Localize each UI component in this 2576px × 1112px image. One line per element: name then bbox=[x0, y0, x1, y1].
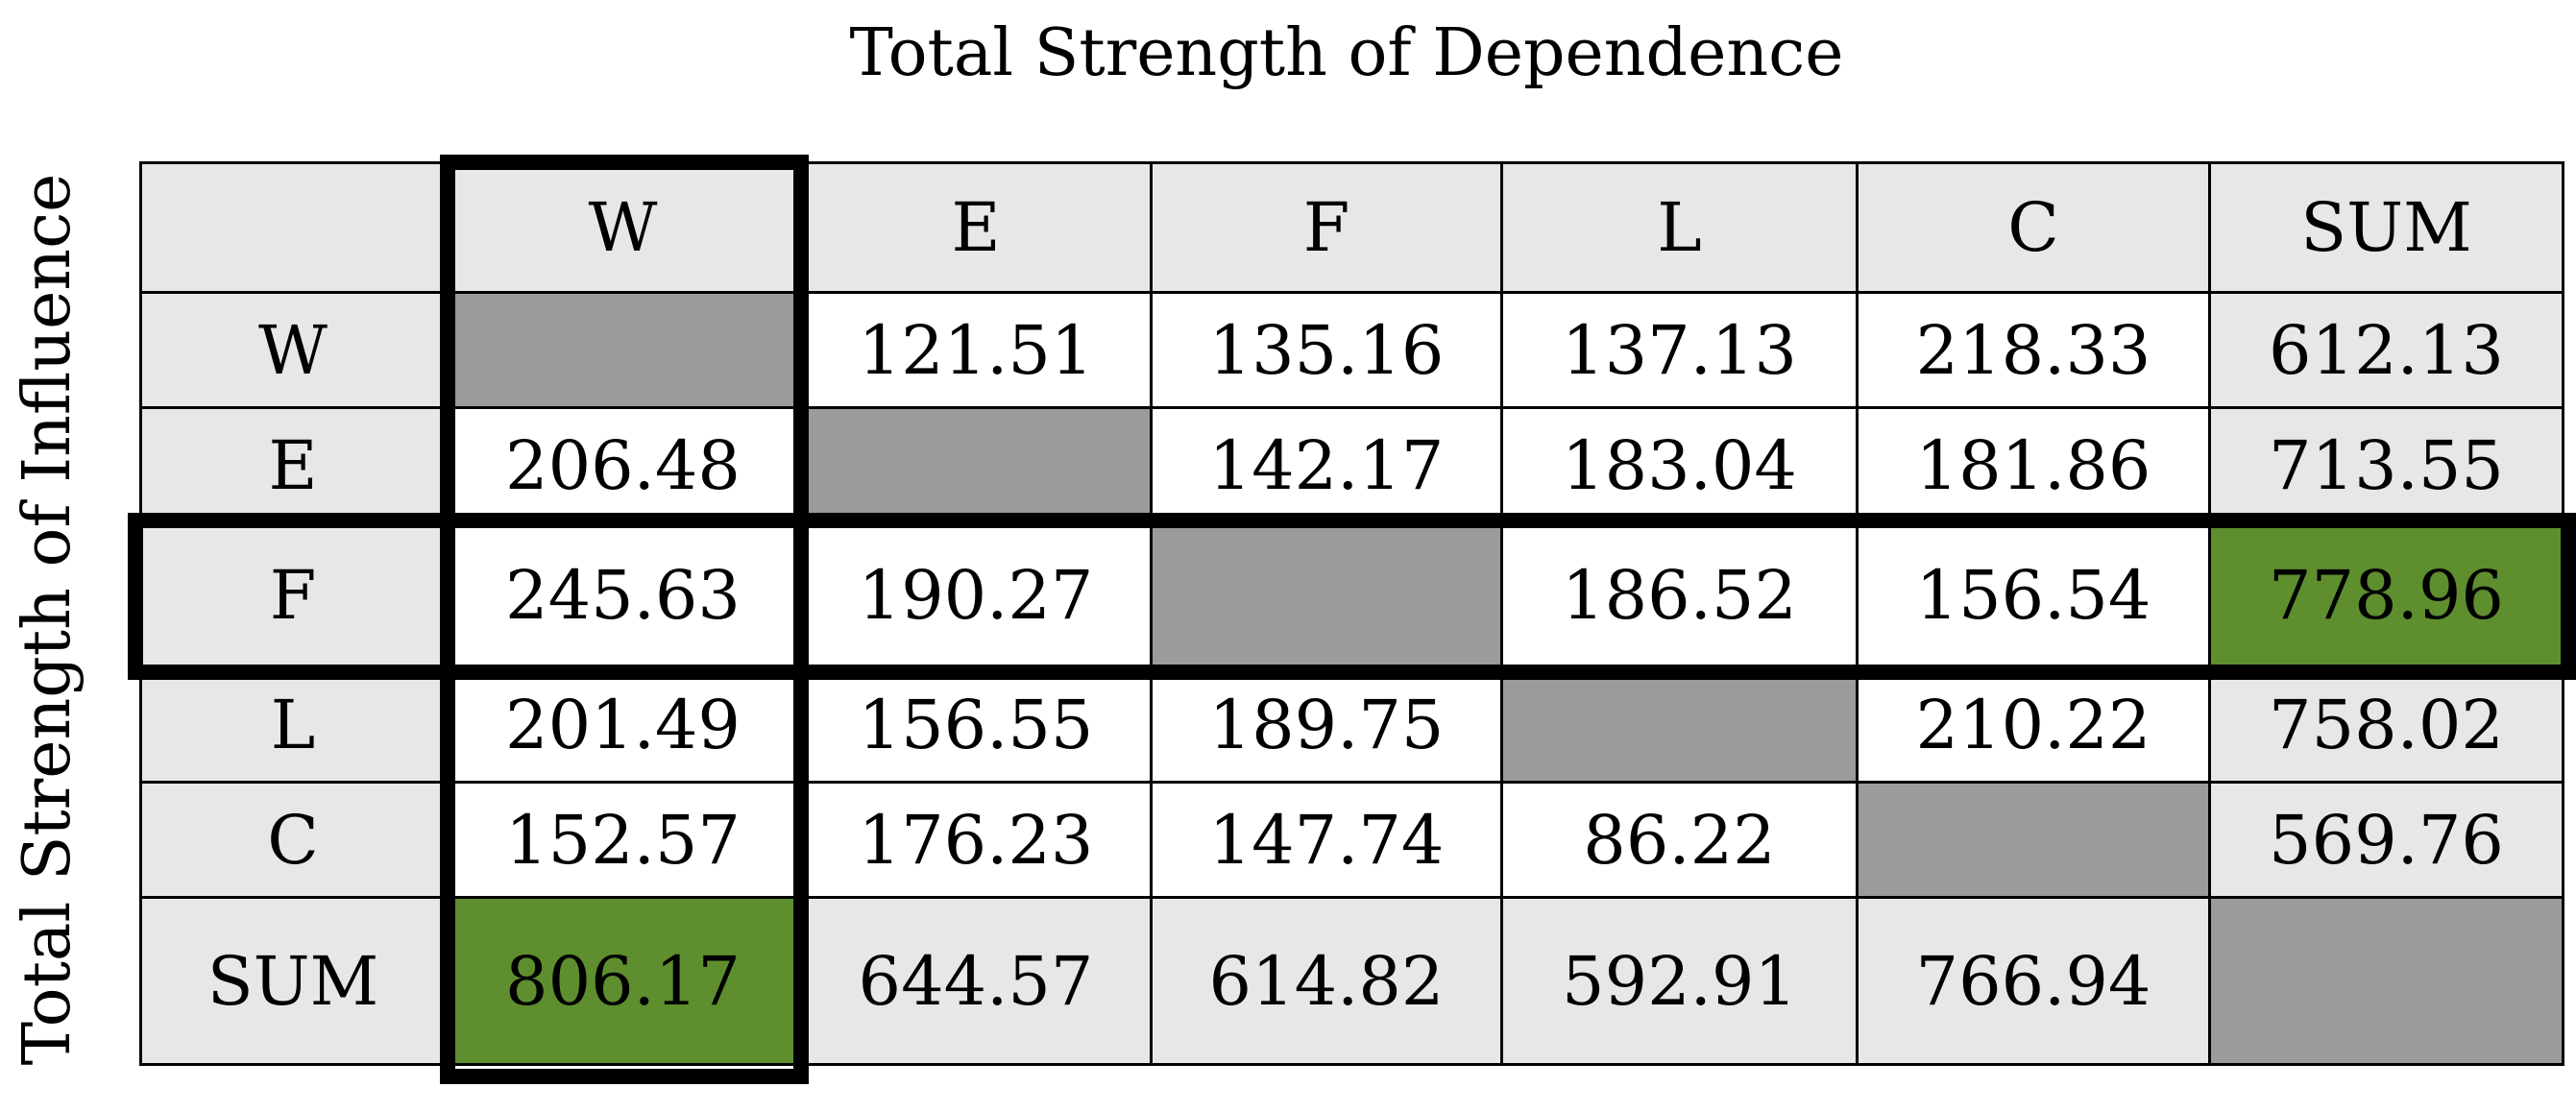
diagonal-cell bbox=[1859, 784, 2211, 899]
row-header-l: L bbox=[139, 668, 447, 784]
column-sum-cell: 592.91 bbox=[1503, 899, 1859, 1066]
matrix-value-cell: 206.48 bbox=[447, 409, 802, 524]
matrix-value-cell: 183.04 bbox=[1503, 409, 1859, 524]
matrix-value-cell: 186.52 bbox=[1503, 524, 1859, 668]
matrix-value-cell: 86.22 bbox=[1503, 784, 1859, 899]
column-header-sum: SUM bbox=[2211, 161, 2564, 294]
matrix-value-cell: 121.51 bbox=[802, 294, 1153, 409]
row-sum-cell: 778.96 bbox=[2211, 524, 2564, 668]
column-sum-cell: 644.57 bbox=[802, 899, 1153, 1066]
matrix-value-cell: 210.22 bbox=[1859, 668, 2211, 784]
matrix-value-cell: 176.23 bbox=[802, 784, 1153, 899]
column-header-w: W bbox=[447, 161, 802, 294]
column-header-f: F bbox=[1153, 161, 1503, 294]
column-sum-cell: 614.82 bbox=[1153, 899, 1503, 1066]
matrix-value-cell: 245.63 bbox=[447, 524, 802, 668]
matrix-value-cell: 156.54 bbox=[1859, 524, 2211, 668]
row-header-f: F bbox=[139, 524, 447, 668]
row-sum-cell: 612.13 bbox=[2211, 294, 2564, 409]
matrix-value-cell: 190.27 bbox=[802, 524, 1153, 668]
matrix-value-cell: 156.55 bbox=[802, 668, 1153, 784]
row-header-e: E bbox=[139, 409, 447, 524]
matrix-value-cell: 142.17 bbox=[1153, 409, 1503, 524]
matrix-value-cell: 147.74 bbox=[1153, 784, 1503, 899]
column-header-c: C bbox=[1859, 161, 2211, 294]
column-sum-cell: 806.17 bbox=[447, 899, 802, 1066]
diagonal-cell bbox=[1153, 524, 1503, 668]
column-header-e: E bbox=[802, 161, 1153, 294]
row-header-c: C bbox=[139, 784, 447, 899]
row-sum-cell: 758.02 bbox=[2211, 668, 2564, 784]
row-sum-cell: 713.55 bbox=[2211, 409, 2564, 524]
matrix-value-cell: 181.86 bbox=[1859, 409, 2211, 524]
matrix-value-cell: 218.33 bbox=[1859, 294, 2211, 409]
row-header-w: W bbox=[139, 294, 447, 409]
diagonal-cell bbox=[802, 409, 1153, 524]
row-sum-cell: 569.76 bbox=[2211, 784, 2564, 899]
chart-title: Total Strength of Dependence bbox=[849, 15, 1844, 91]
header-corner-cell bbox=[139, 161, 447, 294]
matrix-value-cell: 137.13 bbox=[1503, 294, 1859, 409]
column-sum-cell: 766.94 bbox=[1859, 899, 2211, 1066]
row-header-sum: SUM bbox=[139, 899, 447, 1066]
diagonal-cell bbox=[447, 294, 802, 409]
matrix-value-cell: 135.16 bbox=[1153, 294, 1503, 409]
matrix-value-cell: 201.49 bbox=[447, 668, 802, 784]
matrix-value-cell: 152.57 bbox=[447, 784, 802, 899]
matrix-value-cell: 189.75 bbox=[1153, 668, 1503, 784]
column-header-l: L bbox=[1503, 161, 1859, 294]
diagonal-cell bbox=[1503, 668, 1859, 784]
sum-corner-cell bbox=[2211, 899, 2564, 1066]
